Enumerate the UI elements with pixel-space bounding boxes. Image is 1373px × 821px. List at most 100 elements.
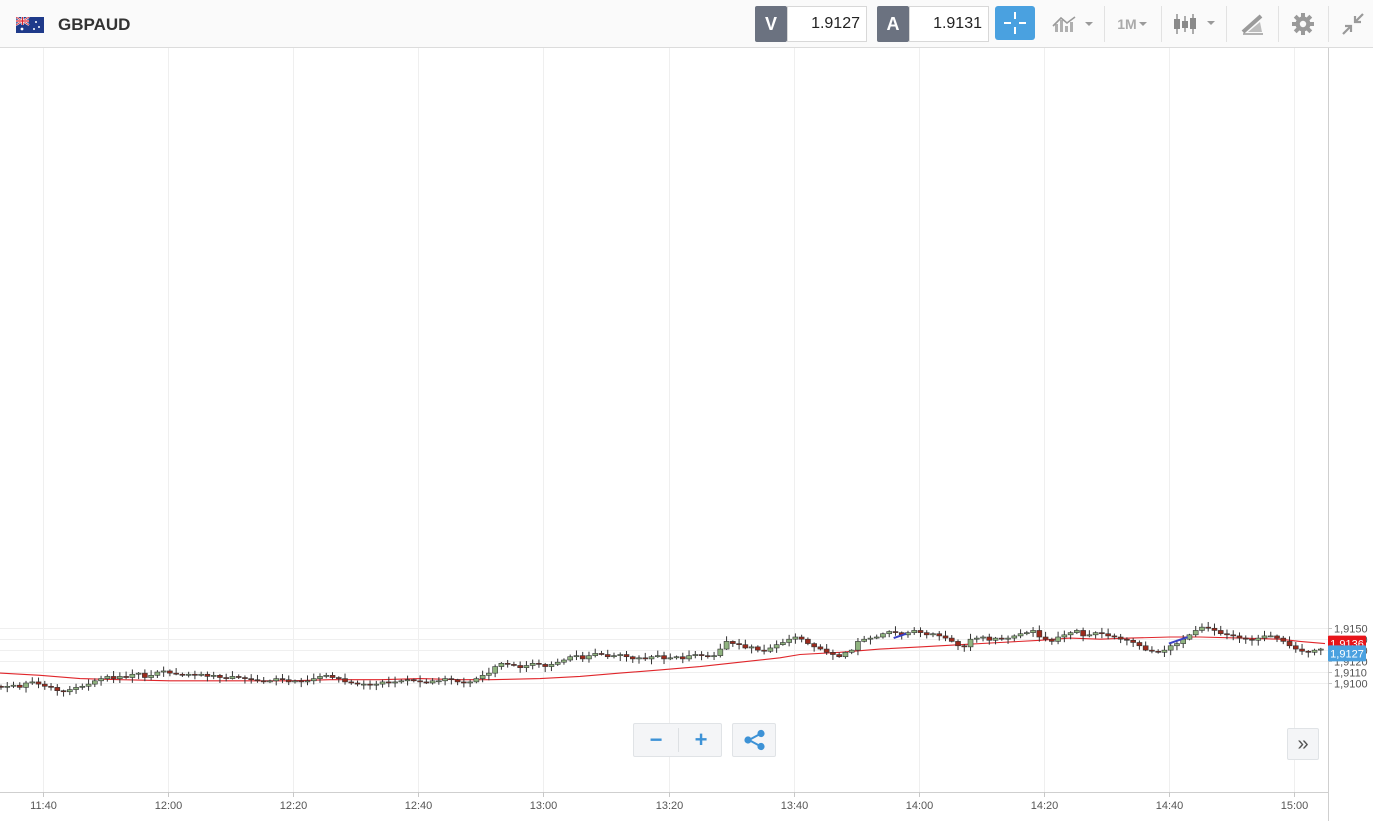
crosshair-button[interactable]: [995, 6, 1035, 40]
candle: [961, 644, 968, 652]
candle: [304, 675, 311, 686]
candle: [1224, 629, 1230, 640]
candle: [973, 635, 980, 643]
candle: [379, 679, 386, 688]
buy-price[interactable]: 1.9131: [909, 6, 989, 42]
gb-au-flag-icon: [16, 17, 44, 33]
candle: [454, 678, 461, 686]
candle: [642, 652, 649, 661]
candle: [210, 671, 217, 680]
indicators-button[interactable]: [1047, 0, 1099, 48]
candle: [517, 661, 523, 673]
candle: [192, 670, 198, 680]
candle: [323, 672, 330, 679]
candle: [523, 661, 530, 672]
candle: [442, 675, 448, 686]
candle: [692, 651, 699, 659]
candle: [1186, 633, 1193, 641]
candle: [92, 678, 98, 688]
candle: [773, 640, 780, 653]
candle: [235, 674, 242, 679]
double-chevron-right-icon: »: [1297, 732, 1309, 755]
candle: [417, 675, 423, 688]
candle: [1255, 634, 1262, 646]
y-tick-label: 1,9100: [1334, 679, 1368, 691]
candle: [335, 676, 342, 683]
candle: [179, 672, 186, 677]
last-price-badge-label: 1,9127: [1330, 648, 1364, 660]
candle: [154, 670, 161, 679]
x-tick-label: 14:40: [1156, 800, 1184, 812]
candle: [254, 674, 261, 683]
timeframe-button[interactable]: 1M: [1108, 0, 1158, 48]
candle: [1217, 625, 1224, 636]
candle: [867, 635, 874, 645]
candle: [298, 677, 305, 688]
candle: [1274, 634, 1280, 643]
candle: [1292, 641, 1299, 653]
settings-button[interactable]: [1283, 0, 1323, 48]
share-button[interactable]: [732, 723, 776, 757]
candle: [260, 676, 267, 684]
collapse-button[interactable]: [1333, 0, 1373, 48]
candle: [654, 650, 661, 658]
candle: [310, 673, 317, 685]
candle: [1205, 621, 1212, 632]
candle: [1211, 623, 1218, 636]
candle: [1318, 647, 1324, 656]
candle: [0, 684, 4, 690]
candle: [1311, 648, 1318, 656]
trend-line: [893, 632, 907, 640]
candle: [998, 634, 1005, 641]
sell-price[interactable]: 1.9127: [787, 6, 867, 42]
buy-label[interactable]: A: [877, 6, 909, 42]
gear-icon: [1292, 13, 1314, 35]
candle: [329, 672, 336, 680]
candle: [1105, 628, 1111, 640]
candle: [1055, 631, 1061, 645]
chart-type-button[interactable]: [1166, 0, 1222, 48]
candle: [142, 669, 148, 682]
candle: [942, 630, 949, 642]
toolbar-separator: [1226, 6, 1227, 42]
candle: [1036, 625, 1043, 642]
candle: [41, 680, 48, 690]
candle: [792, 633, 799, 644]
symbol-title: GBPAUD: [58, 15, 131, 34]
candle: [436, 677, 442, 685]
sell-label[interactable]: V: [755, 6, 787, 42]
candle: [873, 634, 880, 640]
candle: [1199, 623, 1205, 633]
candle: [23, 680, 29, 693]
candle: [354, 680, 361, 687]
candle: [573, 650, 580, 661]
candle: [492, 664, 498, 678]
candle: [135, 672, 142, 680]
candle: [1124, 637, 1130, 646]
candle: [748, 644, 755, 654]
candle: [60, 689, 67, 697]
candle: [1086, 630, 1093, 638]
candle: [85, 679, 92, 691]
draw-tools-button[interactable]: [1232, 0, 1274, 48]
candle: [611, 652, 617, 659]
candle: [811, 642, 817, 652]
scroll-right-button[interactable]: »: [1287, 728, 1319, 760]
candle: [561, 658, 567, 665]
toolbar-separator: [1161, 6, 1162, 42]
candlestick-icon: [1174, 14, 1215, 34]
last-price-badge: 1,9127: [1328, 645, 1366, 662]
zoom-in-button[interactable]: +: [679, 724, 723, 756]
zoom-out-button[interactable]: −: [634, 724, 678, 756]
candle: [248, 674, 254, 684]
toolbar: GBPAUD V 1.9127 A 1.9131 1M: [0, 0, 1373, 48]
candle: [429, 678, 436, 685]
x-tick-label: 14:00: [906, 800, 934, 812]
candle: [1155, 649, 1161, 654]
candle: [1061, 630, 1068, 643]
candle: [285, 675, 292, 686]
candle: [698, 651, 705, 661]
candle: [1111, 633, 1118, 640]
candle: [892, 626, 899, 636]
